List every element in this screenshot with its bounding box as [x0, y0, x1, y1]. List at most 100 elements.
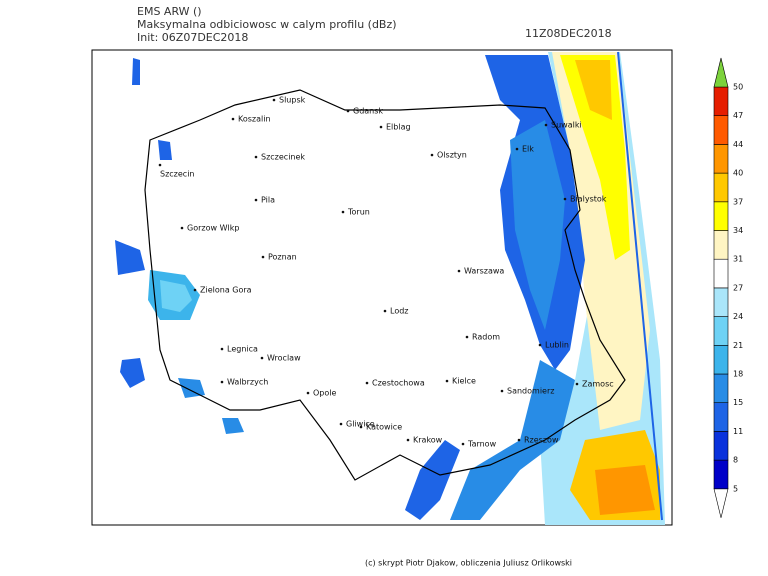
colorbar-band	[713, 86, 729, 117]
city-dot	[180, 226, 184, 230]
city-dot	[457, 269, 461, 273]
city-label: Pila	[261, 196, 275, 205]
city-label: Zamosc	[582, 380, 614, 389]
city-label: Bialystok	[570, 195, 607, 204]
model-title: EMS ARW ()	[137, 5, 202, 18]
city-label: Rzeszow	[524, 436, 559, 445]
colorbar-label: 50	[733, 83, 743, 92]
city-dot	[272, 98, 276, 102]
city-dot	[261, 255, 265, 259]
city-dot	[575, 382, 579, 386]
city-label: Gdansk	[353, 107, 383, 116]
colorbar-label: 34	[733, 226, 743, 235]
colorbar-band	[713, 172, 729, 203]
city-label: Wroclaw	[267, 354, 301, 363]
valid-time: 11Z08DEC2018	[525, 27, 612, 40]
city-label: Lodz	[390, 307, 409, 316]
city-dot	[517, 438, 521, 442]
city-label: Poznan	[268, 253, 297, 262]
city-label: Kielce	[452, 377, 476, 386]
city-dot	[430, 153, 434, 157]
colorbar-band	[713, 144, 729, 174]
city-label: Olsztyn	[437, 151, 467, 160]
colorbar-label: 5	[733, 484, 738, 493]
colorbar-label: 47	[733, 111, 743, 120]
city-label: Legnica	[227, 345, 258, 354]
city-dot	[461, 442, 465, 446]
city-label: Katowice	[366, 423, 402, 432]
city-label: Lublin	[545, 341, 569, 350]
city-dot	[254, 198, 258, 202]
city-label: Gorzow Wlkp	[187, 224, 239, 233]
city-label: Gliwice	[346, 420, 375, 429]
colorbar-band	[713, 230, 729, 260]
colorbar-band	[713, 115, 729, 145]
city-label: Szczecin	[160, 170, 195, 179]
colorbar-band	[713, 402, 729, 432]
colorbar-label: 27	[733, 283, 743, 292]
city-dot	[158, 163, 162, 167]
city-dot	[406, 438, 410, 442]
field-title: Maksymalna odbiciowosc w calym profilu (…	[137, 18, 397, 31]
city-dot	[538, 343, 542, 347]
colorbar-label: 24	[733, 312, 743, 321]
city-dot	[563, 197, 567, 201]
city-label: Radom	[472, 333, 500, 342]
colorbar-band	[713, 287, 729, 317]
map	[91, 49, 673, 526]
city-label: Koszalin	[238, 115, 271, 124]
city-dot	[465, 335, 469, 339]
colorbar-band	[713, 201, 729, 231]
city-label: Elblag	[386, 123, 411, 132]
city-label: Krakow	[413, 436, 443, 445]
city-dot	[220, 380, 224, 384]
city-dot	[260, 356, 264, 360]
city-dot	[346, 109, 350, 113]
colorbar-label: 40	[733, 169, 743, 178]
city-dot	[544, 123, 548, 127]
city-label: Opole	[313, 389, 336, 398]
city-label: Torun	[347, 208, 370, 217]
city-label: Walbrzych	[227, 378, 268, 387]
city-dot	[306, 391, 310, 395]
city-label: Slupsk	[279, 96, 306, 105]
city-label: Sandomierz	[507, 387, 554, 396]
city-dot	[220, 347, 224, 351]
colorbar-label: 11	[733, 427, 743, 436]
city-dot	[193, 288, 197, 292]
colorbar-label: 18	[733, 370, 743, 379]
colorbar-band	[713, 344, 729, 375]
city-dot	[341, 210, 345, 214]
city-label: Czestochowa	[372, 379, 425, 388]
colorbar-label: 31	[733, 255, 743, 264]
city-dot	[254, 155, 258, 159]
city-dot	[231, 117, 235, 121]
colorbar-label: 21	[733, 341, 743, 350]
colorbar-band	[713, 258, 729, 289]
city-label: Elk	[522, 145, 534, 154]
footer-credit: (c) skrypt Piotr Djakow, obliczenia Juli…	[365, 559, 572, 568]
colorbar-upper	[713, 57, 729, 88]
colorbar-label: 37	[733, 197, 743, 206]
city-label: Warszawa	[464, 267, 504, 276]
country-border	[144, 89, 626, 481]
city-dot	[379, 125, 383, 129]
colorbar-label: 44	[733, 140, 743, 149]
colorbar-band	[713, 373, 729, 404]
city-dot	[359, 425, 363, 429]
colorbar-label: 15	[733, 398, 743, 407]
init-time: Init: 06Z07DEC2018	[137, 31, 248, 44]
city-dot	[445, 379, 449, 383]
colorbar-lower	[713, 488, 729, 518]
city-label: Szczecinek	[261, 153, 305, 162]
colorbar-band	[713, 316, 729, 346]
colorbar-label: 8	[733, 456, 738, 465]
domain-edge	[617, 51, 663, 521]
colorbar-band	[713, 431, 729, 461]
city-dot	[339, 422, 343, 426]
city-dot	[515, 147, 519, 151]
city-dot	[383, 309, 387, 313]
city-dot	[500, 389, 504, 393]
colorbar-band	[713, 459, 729, 490]
